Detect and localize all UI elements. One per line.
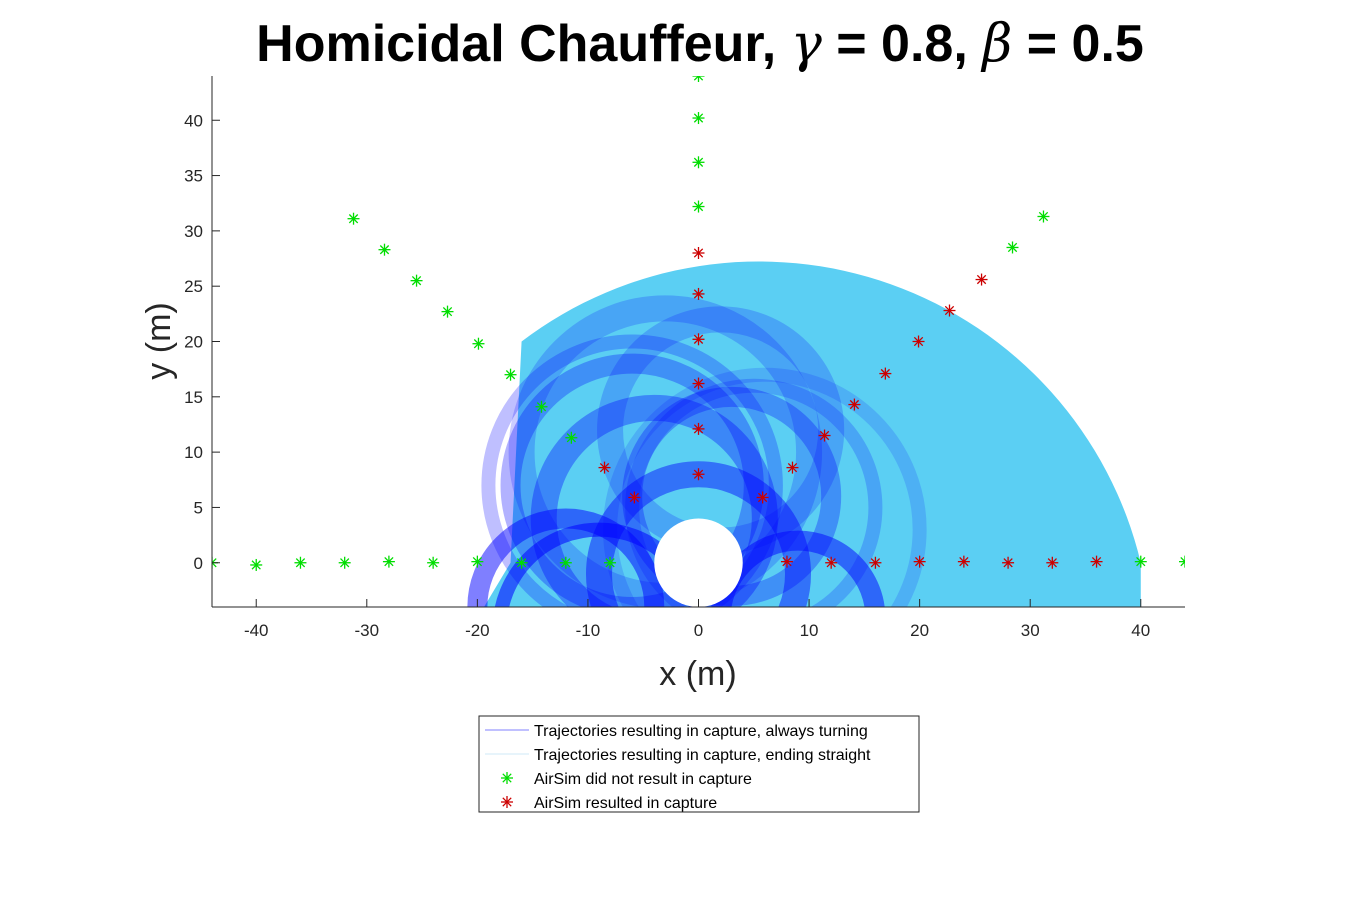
marker-no-capture	[347, 212, 360, 225]
x-tick-label: -10	[576, 621, 601, 640]
marker-capture	[869, 556, 882, 569]
marker-no-capture	[441, 305, 454, 318]
x-tick-label: 20	[910, 621, 929, 640]
legend-label: AirSim did not result in capture	[534, 771, 752, 788]
y-axis-label: y (m)	[140, 302, 178, 379]
marker-no-capture	[338, 556, 351, 569]
trajectory-ring	[467, 508, 665, 607]
marker-capture	[912, 335, 925, 348]
marker-capture	[975, 273, 988, 286]
marker-no-capture	[692, 76, 705, 82]
x-tick-label: -30	[355, 621, 380, 640]
marker-no-capture	[378, 243, 391, 256]
marker-capture	[598, 461, 611, 474]
marker-no-capture	[692, 112, 705, 125]
marker-capture	[786, 461, 799, 474]
marker-no-capture	[472, 337, 485, 350]
marker-no-capture	[1134, 555, 1147, 568]
marker-capture	[879, 367, 892, 380]
y-tick-label: 10	[184, 443, 203, 462]
capture-region-ending-straight	[483, 261, 1141, 607]
marker-no-capture	[515, 556, 528, 569]
y-tick-label: 5	[194, 498, 203, 517]
exclusion-circle	[654, 518, 743, 607]
marker-no-capture	[471, 555, 484, 568]
trajectory-ring	[625, 378, 883, 607]
marker-capture	[692, 377, 705, 390]
marker-no-capture	[1037, 210, 1050, 223]
marker-capture	[628, 491, 641, 504]
legend: Trajectories resulting in capture, alway…	[478, 715, 920, 813]
marker-capture	[692, 333, 705, 346]
legend-marker-swatch	[501, 772, 513, 784]
legend-label: Trajectories resulting in capture, alway…	[534, 723, 868, 740]
x-tick-label: 40	[1131, 621, 1150, 640]
marker-capture	[825, 556, 838, 569]
marker-capture	[957, 555, 970, 568]
y-tick-label: 40	[184, 111, 203, 130]
title-gamma-symbol: γ	[791, 14, 823, 74]
marker-no-capture	[1179, 555, 1185, 568]
marker-capture	[1090, 555, 1103, 568]
marker-capture	[692, 247, 705, 259]
plot-area	[212, 76, 1185, 607]
x-tick-label: 30	[1021, 621, 1040, 640]
legend-label: AirSim resulted in capture	[534, 795, 717, 812]
legend-label: Trajectories resulting in capture, endin…	[534, 747, 871, 764]
title-prefix: Homicidal Chauffeur,	[256, 15, 791, 73]
marker-no-capture	[692, 156, 705, 169]
marker-no-capture	[559, 556, 572, 569]
marker-no-capture	[410, 274, 423, 287]
marker-no-capture	[250, 558, 263, 571]
marker-capture	[943, 304, 956, 317]
x-tick-label: -40	[244, 621, 269, 640]
y-tick-label: 15	[184, 388, 203, 407]
y-tick-label: 0	[194, 554, 203, 573]
title-beta-symbol: β	[980, 14, 1012, 74]
marker-capture	[1046, 556, 1059, 569]
trajectory-ring	[711, 530, 885, 607]
marker-capture	[692, 422, 705, 435]
axes: -40 -30 -20 -10 0 10 20 30 40 0 5 10 15 20 25 30 35 40	[184, 76, 1185, 640]
marker-capture	[1002, 556, 1015, 569]
y-tick-label: 20	[184, 333, 203, 352]
legend-marker-swatch	[501, 796, 513, 808]
marker-no-capture	[692, 200, 705, 213]
marker-no-capture	[504, 368, 517, 381]
legend-box	[478, 715, 920, 813]
marker-capture	[848, 398, 861, 411]
title-gamma-value: = 0.8,	[822, 15, 982, 73]
marker-capture	[692, 468, 705, 481]
marker-no-capture	[565, 431, 578, 444]
x-tick-label: 10	[800, 621, 819, 640]
trajectory-ring	[508, 295, 823, 607]
x-axis-label: x (m)	[659, 655, 736, 693]
marker-no-capture	[294, 556, 307, 569]
marker-no-capture	[604, 556, 617, 569]
marker-no-capture	[382, 555, 395, 568]
marker-capture	[818, 429, 831, 442]
trajectory-ring	[481, 334, 783, 607]
y-tick-label: 35	[184, 167, 203, 186]
x-tick-label: -20	[465, 621, 490, 640]
y-tick-label: 30	[184, 222, 203, 241]
marker-capture	[756, 491, 769, 504]
x-tick-label: 0	[694, 621, 703, 640]
chart-title: Homicidal Chauffeur, γ = 0.8, β = 0.5	[256, 14, 1144, 74]
trajectory-ring	[500, 353, 764, 607]
marker-capture	[692, 287, 705, 300]
y-tick-label: 25	[184, 277, 203, 296]
marker-no-capture	[1006, 241, 1019, 254]
marker-capture	[913, 555, 926, 568]
marker-no-capture	[427, 556, 440, 569]
title-beta-value: = 0.5	[1012, 15, 1144, 73]
data-markers	[212, 76, 1185, 571]
marker-capture	[780, 555, 793, 568]
marker-no-capture	[535, 400, 548, 413]
